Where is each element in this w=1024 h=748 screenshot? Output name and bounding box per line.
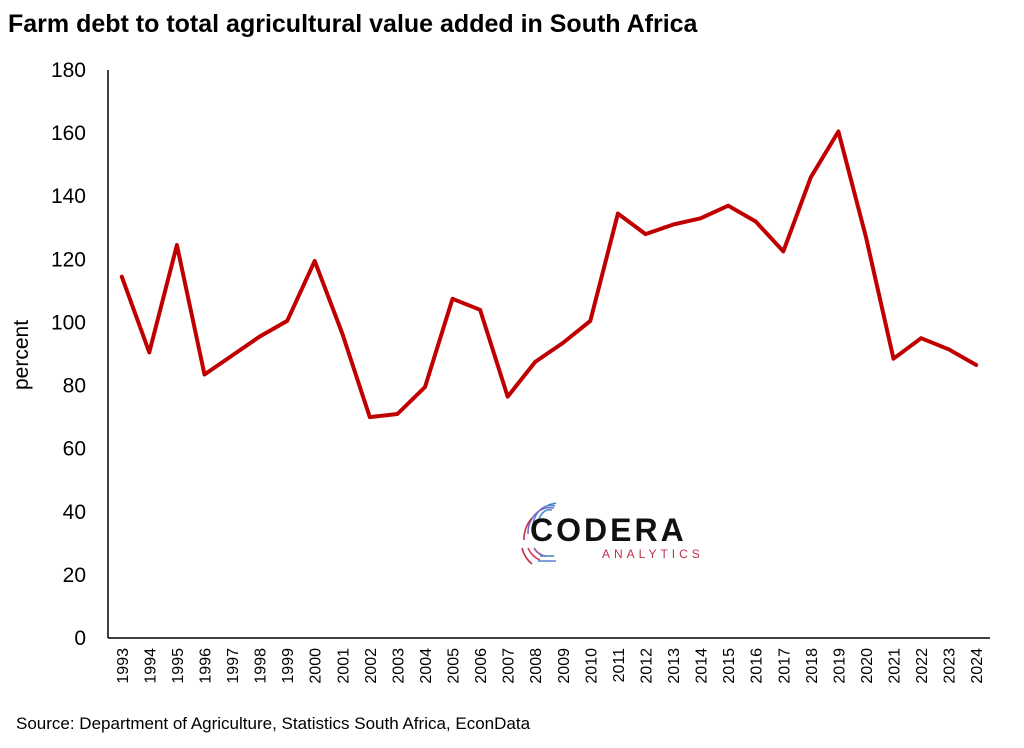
data-point bbox=[809, 175, 813, 179]
x-tick-label: 2004 bbox=[418, 648, 435, 684]
data-point bbox=[202, 373, 206, 377]
x-tick-label: 1993 bbox=[115, 648, 132, 684]
data-point bbox=[313, 259, 317, 263]
data-point bbox=[836, 130, 840, 134]
logo-fingerprint-icon bbox=[521, 502, 557, 565]
x-tick-label: 1998 bbox=[253, 648, 270, 684]
data-point bbox=[726, 204, 730, 208]
y-tick-label: 140 bbox=[51, 185, 86, 208]
data-point bbox=[561, 341, 565, 345]
x-tick-label: 2003 bbox=[390, 648, 407, 684]
x-tick-label: 1995 bbox=[170, 648, 187, 684]
x-tick-label: 2009 bbox=[556, 648, 573, 684]
x-tick-label: 2012 bbox=[638, 648, 655, 684]
y-axis-title: percent bbox=[10, 320, 33, 390]
x-tick-label: 2022 bbox=[914, 648, 931, 684]
y-axis: 0 20 40 60 80 100 120 140 160 180 bbox=[51, 59, 109, 650]
data-point bbox=[147, 350, 151, 354]
x-tick-label: 2024 bbox=[969, 648, 986, 684]
data-point bbox=[533, 360, 537, 364]
x-tick-label: 2013 bbox=[666, 648, 683, 684]
y-tick-label: 0 bbox=[74, 627, 86, 650]
y-tick-label: 20 bbox=[63, 564, 86, 587]
source-note: Source: Department of Agriculture, Stati… bbox=[16, 714, 531, 733]
y-tick-label: 60 bbox=[63, 438, 86, 461]
x-tick-label: 2015 bbox=[721, 648, 738, 684]
data-point bbox=[175, 243, 179, 247]
x-tick-label: 1994 bbox=[142, 648, 159, 684]
data-point bbox=[506, 395, 510, 399]
series-layer bbox=[119, 129, 979, 420]
logo-name: CODERA bbox=[530, 512, 687, 548]
data-point bbox=[699, 216, 703, 220]
series-line bbox=[119, 129, 979, 420]
x-tick-label: 2008 bbox=[528, 648, 545, 684]
data-point bbox=[643, 232, 647, 236]
x-tick-label: 2006 bbox=[473, 648, 490, 684]
x-tick-label: 2019 bbox=[831, 648, 848, 684]
x-tick-label: 2010 bbox=[583, 648, 600, 684]
chart-title: Farm debt to total agricultural value ad… bbox=[8, 10, 698, 38]
data-point bbox=[616, 212, 620, 216]
logo-tagline: ANALYTICS bbox=[602, 547, 704, 561]
x-tick-label: 2020 bbox=[859, 648, 876, 684]
x-tick-label: 2016 bbox=[749, 648, 766, 684]
y-tick-label: 180 bbox=[51, 59, 86, 82]
x-tick-label: 2017 bbox=[776, 648, 793, 684]
data-point bbox=[478, 308, 482, 312]
y-tick-label: 160 bbox=[51, 122, 86, 145]
x-tick-label: 2000 bbox=[308, 648, 325, 684]
x-tick-label: 2007 bbox=[501, 648, 518, 684]
codera-logo: CODERA ANALYTICS bbox=[521, 502, 704, 565]
data-point bbox=[230, 354, 234, 358]
x-axis: 1993 1994 1995 1996 1997 1998 1999 2000 2001 2002… bbox=[108, 637, 990, 684]
data-point bbox=[974, 363, 978, 367]
data-point bbox=[754, 219, 758, 223]
data-point bbox=[423, 385, 427, 389]
x-tick-label: 2018 bbox=[804, 648, 821, 684]
data-point bbox=[919, 336, 923, 340]
x-tick-label: 2014 bbox=[694, 648, 711, 684]
x-tick-label: 1999 bbox=[280, 648, 297, 684]
x-tick-label: 1996 bbox=[197, 648, 214, 684]
data-point bbox=[892, 357, 896, 361]
data-point bbox=[781, 249, 785, 253]
x-tick-label: 2011 bbox=[611, 648, 628, 683]
x-tick-label: 2021 bbox=[887, 648, 904, 684]
y-tick-label: 120 bbox=[51, 248, 86, 271]
data-point bbox=[368, 415, 372, 419]
data-point bbox=[120, 275, 124, 279]
data-point bbox=[285, 319, 289, 323]
data-point bbox=[451, 297, 455, 301]
data-point bbox=[947, 347, 951, 351]
data-point bbox=[340, 331, 344, 335]
y-tick-label: 40 bbox=[63, 501, 86, 524]
y-tick-label: 100 bbox=[51, 311, 86, 334]
data-point bbox=[588, 319, 592, 323]
y-tick-label: 80 bbox=[63, 375, 86, 398]
data-point bbox=[671, 223, 675, 227]
x-tick-label: 2002 bbox=[363, 648, 380, 684]
data-point bbox=[258, 335, 262, 339]
x-tick-label: 2001 bbox=[335, 648, 352, 684]
x-tick-label: 1997 bbox=[225, 648, 242, 684]
x-tick-label: 2005 bbox=[446, 648, 463, 684]
x-tick-label: 2023 bbox=[942, 648, 959, 684]
data-point bbox=[395, 412, 399, 416]
data-point bbox=[864, 235, 868, 239]
